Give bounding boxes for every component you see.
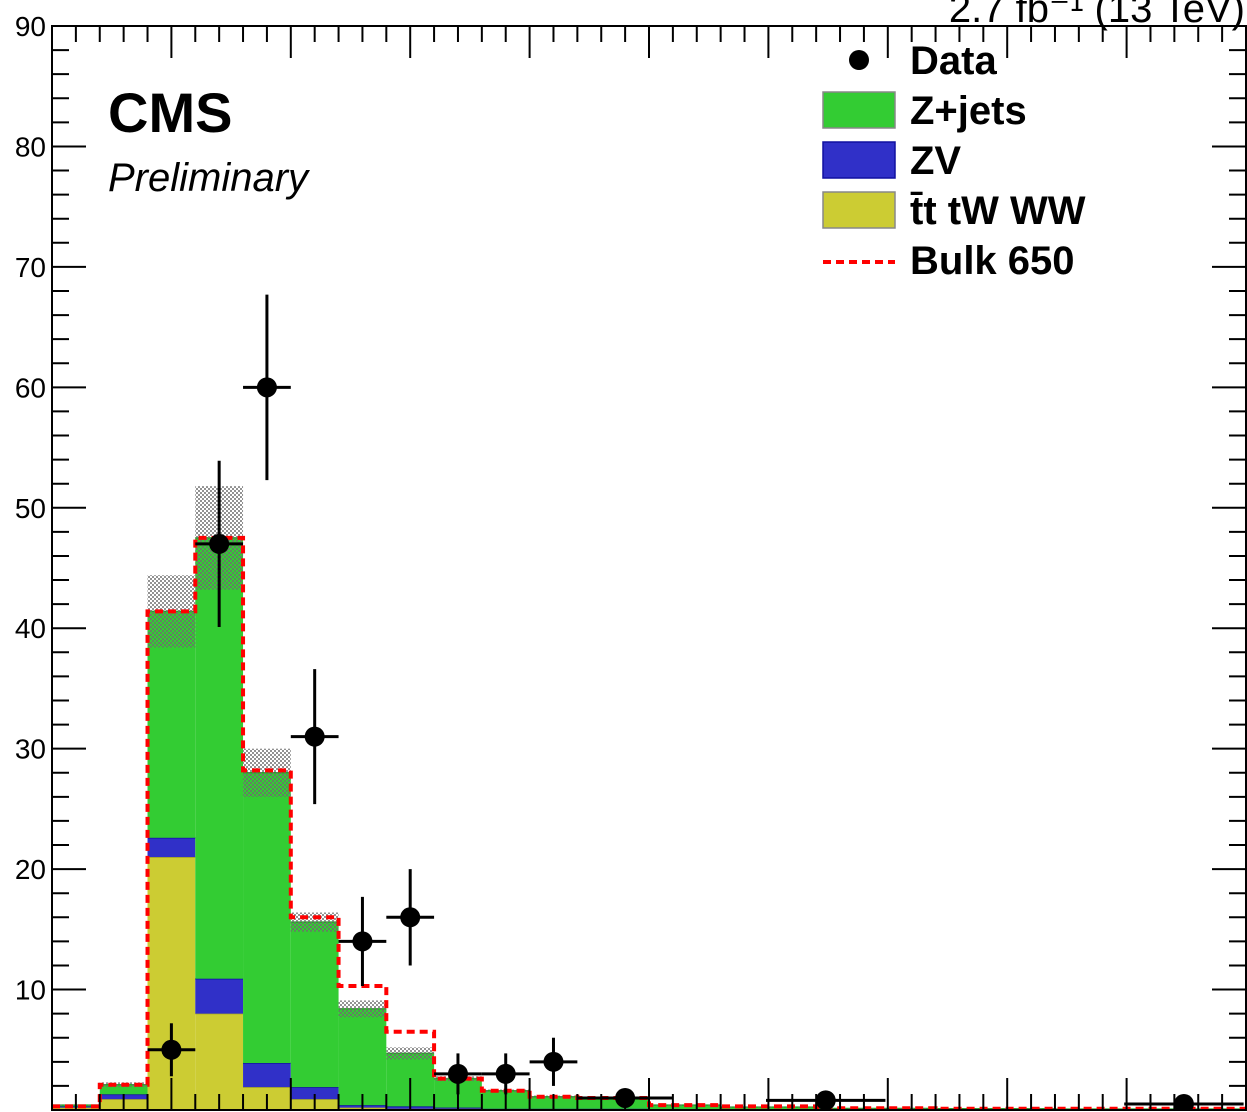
bar-zjets-2 xyxy=(147,611,196,838)
legend-label-0: Data xyxy=(910,39,997,83)
bar-zjets-11 xyxy=(577,1097,649,1109)
y-tick-label-60: 60 xyxy=(15,372,46,403)
y-tick-label-70: 70 xyxy=(15,252,46,283)
bar-zjets-6 xyxy=(338,1008,387,1106)
legend-label-2: ZV xyxy=(910,139,961,183)
bar-zjets-12 xyxy=(649,1105,721,1110)
data-point-7 xyxy=(495,1063,516,1084)
data-point-0 xyxy=(161,1039,182,1060)
legend: Data Z+jets ZV t̄t tW WW Bulk 650 xyxy=(822,39,1086,283)
y-tick-label-50: 50 xyxy=(15,493,46,524)
data-point-6 xyxy=(447,1063,468,1084)
uncertainty-band-14 xyxy=(816,1108,936,1109)
y-tick-label-40: 40 xyxy=(15,613,46,644)
bar-zjets-1 xyxy=(99,1084,148,1095)
data-point-2 xyxy=(256,377,277,398)
uncertainty-band-4 xyxy=(243,748,291,797)
cms-label: CMS xyxy=(108,81,232,144)
bar-ttbar-3 xyxy=(195,1013,244,1110)
legend-marker-data xyxy=(849,50,869,70)
y-tick-label-20: 20 xyxy=(15,854,46,885)
y-tick-label-80: 80 xyxy=(15,131,46,162)
data-point-1 xyxy=(209,533,230,554)
legend-label-4: Bulk 650 xyxy=(910,239,1075,283)
lumi-label: 2.7 fb⁻¹ (13 TeV) xyxy=(949,0,1245,31)
legend-swatch-1 xyxy=(822,91,896,129)
legend-label-1: Z+jets xyxy=(910,89,1027,133)
axes: 10 20 30 40 50 60 70 80 90 xyxy=(15,11,1247,1111)
legend-label-3: t̄t tW WW xyxy=(910,189,1086,233)
bar-zv-2 xyxy=(147,837,196,858)
y-tick-label-90: 90 xyxy=(15,11,46,42)
legend-swatch-2 xyxy=(822,141,896,179)
stacked-histogram xyxy=(52,537,1246,1110)
data-point-4 xyxy=(352,931,373,952)
data-point-11 xyxy=(1173,1093,1194,1110)
data-point-3 xyxy=(304,726,325,747)
y-tick-label-10: 10 xyxy=(15,975,46,1006)
bar-zv-3 xyxy=(195,978,244,1014)
uncertainty-band-6 xyxy=(338,1000,387,1018)
bar-zv-4 xyxy=(243,1063,291,1088)
y-tick-label-30: 30 xyxy=(15,734,46,765)
bar-zjets-5 xyxy=(290,922,339,1088)
data-point-10 xyxy=(815,1090,836,1110)
preliminary-label: Preliminary xyxy=(108,156,311,200)
data-point-8 xyxy=(543,1051,564,1072)
bar-zv-5 xyxy=(290,1087,339,1100)
data-point-5 xyxy=(400,907,421,928)
uncertainty-band-7 xyxy=(386,1047,435,1060)
bar-zjets-4 xyxy=(243,772,291,1064)
legend-swatch-3 xyxy=(822,191,896,229)
